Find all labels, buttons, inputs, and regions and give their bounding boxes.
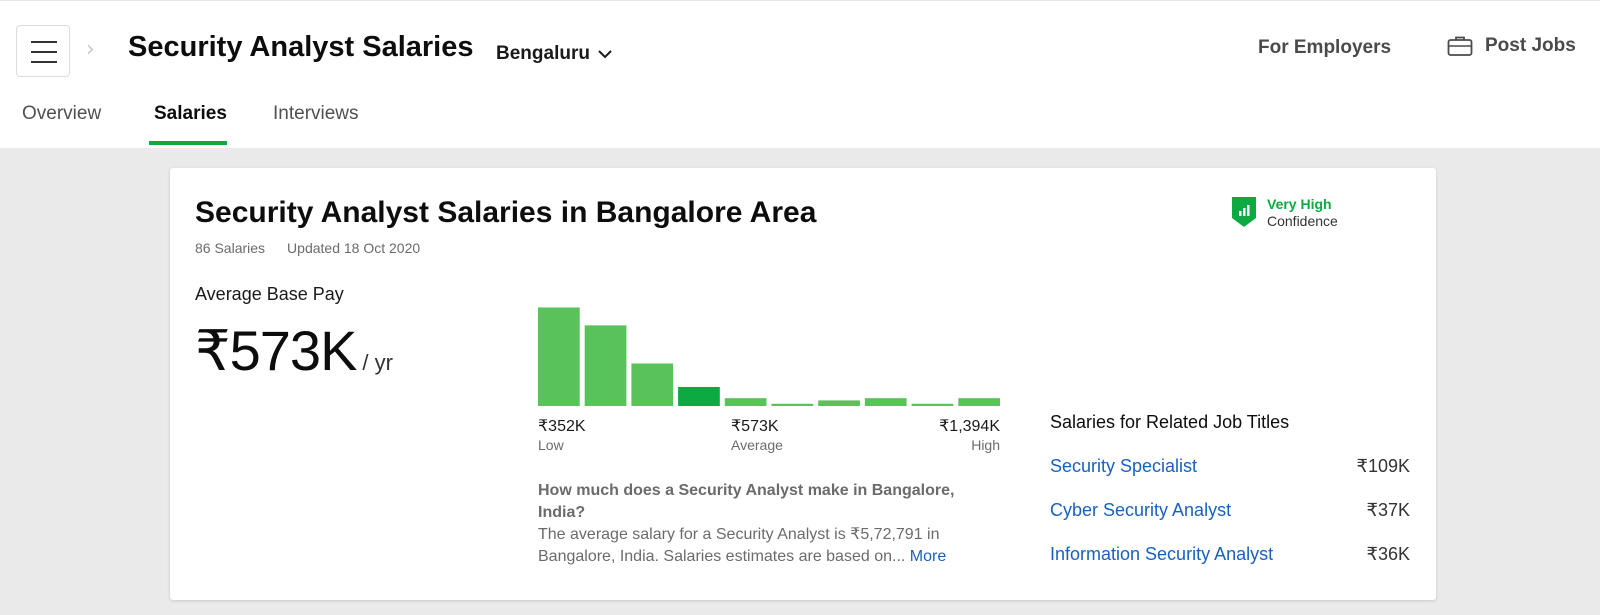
related-job-titles: Salaries for Related Job Titles Security… [1050,412,1410,564]
menu-icon-bar [31,51,57,53]
salary-description: How much does a Security Analyst make in… [538,480,978,568]
more-link[interactable]: More [909,548,947,565]
tab-salaries[interactable]: Salaries [154,103,227,124]
top-header: › Security Analyst Salaries Bengaluru Fo… [0,0,1600,148]
average-marker: ₹573K Average [731,416,783,453]
tab-interviews[interactable]: Interviews [273,103,359,124]
description-answer: The average salary for a Security Analys… [538,526,940,565]
histogram-bar [538,307,580,406]
chevron-down-icon [598,49,612,58]
menu-icon-bar [31,61,57,63]
histogram-labels: ₹352K Low ₹573K Average ₹1,394K High [538,416,1000,456]
average-base-pay: ₹573K / yr [195,318,393,384]
confidence-level: Very High [1267,196,1332,212]
tab-bar: Overview Salaries Interviews [0,97,600,149]
related-salary: ₹109K [1356,456,1411,476]
related-salary: ₹36K [1366,544,1410,564]
average-amount: ₹573K [195,319,357,382]
shield-chart-icon [1232,197,1256,227]
histogram-bar [911,403,954,406]
for-employers-link[interactable]: For Employers [1258,37,1392,58]
location-dropdown[interactable]: Bengaluru [496,43,612,65]
related-title: Salaries for Related Job Titles [1050,412,1290,432]
updated-date: Updated 18 Oct 2020 [287,240,421,256]
histogram-bar [678,386,720,406]
menu-icon [31,41,57,43]
briefcase-icon [1447,36,1473,56]
page-title: Security Analyst Salaries [128,31,474,63]
related-row: Security Specialist ₹109K [1050,456,1410,477]
description-question: How much does a Security Analyst make in… [538,482,955,521]
histogram-bar [724,398,767,406]
card-title: Security Analyst Salaries in Bangalore A… [195,196,817,229]
salary-card: Security Analyst Salaries in Bangalore A… [170,168,1436,600]
average-unit: / yr [362,350,393,375]
location-value: Bengaluru [496,43,590,64]
low-label: Low [538,437,564,453]
average-base-pay-label: Average Base Pay [195,284,344,304]
salary-histogram [538,307,1000,406]
confidence-label: Confidence [1267,213,1338,229]
average-value: ₹573K [731,418,779,435]
histogram-bar [818,400,860,406]
active-tab-indicator [149,141,227,145]
tab-overview[interactable]: Overview [22,103,102,124]
salaries-count: 86 Salaries [195,240,266,256]
related-job-link-cyber-security-analyst[interactable]: Cyber Security Analyst [1050,500,1232,520]
low-marker: ₹352K Low [538,416,586,453]
hamburger-menu-button[interactable] [16,25,70,77]
related-job-link-security-specialist[interactable]: Security Specialist [1050,456,1198,476]
related-row: Information Security Analyst ₹36K [1050,544,1410,565]
high-label: High [971,437,1000,453]
post-jobs-label: Post Jobs [1485,35,1576,56]
histogram-bar [631,363,674,406]
low-value: ₹352K [538,418,586,435]
related-salary: ₹37K [1366,500,1410,520]
histogram-bar [771,403,814,406]
average-label: Average [731,437,783,453]
high-marker: ₹1,394K High [939,416,1000,453]
related-job-link-information-security-analyst[interactable]: Information Security Analyst [1050,544,1274,564]
histogram-bar [864,398,907,406]
post-jobs-button[interactable]: Post Jobs [1447,35,1576,57]
salary-meta: 86 Salaries Updated 18 Oct 2020 [195,240,420,256]
related-row: Cyber Security Analyst ₹37K [1050,500,1410,521]
confidence-badge: Very High Confidence [1231,196,1338,230]
chevron-right-icon: › [86,37,95,62]
high-value: ₹1,394K [939,418,1000,435]
histogram-bar [584,325,627,406]
histogram-bar [958,398,1000,406]
